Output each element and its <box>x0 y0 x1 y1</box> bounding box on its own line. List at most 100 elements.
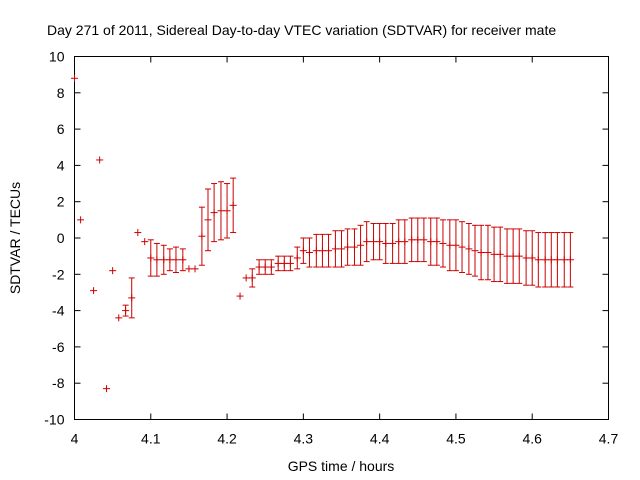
data-point <box>179 248 187 272</box>
y-tick-label: 4 <box>57 157 65 173</box>
data-point <box>541 232 549 288</box>
data-point <box>261 259 269 275</box>
data-point <box>122 304 130 317</box>
data-point <box>389 222 397 264</box>
data-point <box>128 277 136 319</box>
data-series <box>71 74 574 393</box>
data-point <box>312 233 320 268</box>
data-point <box>471 224 479 277</box>
y-tick-label: 6 <box>57 121 65 137</box>
data-point <box>198 206 206 266</box>
data-point <box>477 224 485 281</box>
data-point <box>305 237 313 268</box>
data-point <box>286 255 294 272</box>
x-tick-label: 4.1 <box>141 431 161 447</box>
data-point <box>376 222 384 261</box>
data-point <box>299 237 307 264</box>
data-point <box>331 230 339 268</box>
x-tick-label: 4 <box>71 431 79 447</box>
y-axis-label: SDTVAR / TECUs <box>7 182 23 294</box>
x-tick-label: 4.2 <box>217 431 237 447</box>
data-point <box>166 248 174 272</box>
data-point <box>325 233 333 268</box>
data-point <box>420 217 428 263</box>
data-point <box>274 255 282 272</box>
data-point <box>236 292 244 300</box>
plot-frame <box>74 56 609 420</box>
x-tick-label: 4.5 <box>446 431 466 447</box>
data-point <box>344 228 352 266</box>
data-point <box>401 219 409 264</box>
data-point <box>484 224 492 281</box>
data-point <box>115 314 123 322</box>
data-point <box>350 228 358 266</box>
data-point <box>293 246 301 270</box>
data-point <box>560 232 568 288</box>
data-point <box>229 177 237 234</box>
data-point <box>267 259 275 275</box>
x-tick-label: 4.4 <box>370 431 390 447</box>
x-tick-label: 4.7 <box>599 431 619 447</box>
data-point <box>191 265 199 273</box>
chart-title: Day 271 of 2011, Sidereal Day-to-day VTE… <box>47 22 556 38</box>
data-point <box>153 242 161 277</box>
y-tick-label: 2 <box>57 194 65 210</box>
data-point <box>147 239 155 277</box>
data-point <box>566 232 574 288</box>
x-axis-label: GPS time / hours <box>288 458 395 474</box>
data-point <box>382 222 390 264</box>
data-point <box>185 265 193 273</box>
data-point <box>172 246 180 273</box>
data-point <box>458 221 466 273</box>
data-point <box>408 217 416 263</box>
y-tick-label: 0 <box>57 230 65 246</box>
data-point <box>534 232 542 288</box>
data-point <box>490 226 498 283</box>
data-point <box>280 255 288 272</box>
data-point <box>248 268 256 288</box>
data-point <box>465 222 473 275</box>
data-point <box>217 181 225 241</box>
data-point <box>522 230 530 286</box>
data-point <box>204 188 212 252</box>
data-point <box>223 183 231 239</box>
y-tick-label: 10 <box>49 49 65 65</box>
y-tick-label: -2 <box>52 266 65 282</box>
x-axis: 4 4.1 4.2 4.3 4.4 4.5 4.6 4.7 <box>71 56 619 447</box>
data-point <box>160 244 168 275</box>
data-point <box>452 219 460 272</box>
data-point <box>395 219 403 264</box>
data-point <box>109 267 117 275</box>
data-point <box>509 228 517 284</box>
y-tick-label: -8 <box>52 375 65 391</box>
data-point <box>210 183 218 243</box>
y-tick-label: -6 <box>52 339 65 355</box>
data-point <box>553 232 561 288</box>
data-point <box>141 238 149 246</box>
y-tick-label: -4 <box>52 303 65 319</box>
data-point <box>77 216 85 224</box>
data-point <box>446 219 454 272</box>
data-point <box>318 233 326 268</box>
data-point <box>427 217 435 266</box>
y-tick-label: 8 <box>57 85 65 101</box>
data-point <box>96 156 104 164</box>
data-point <box>496 226 504 283</box>
data-point <box>134 229 142 237</box>
data-point <box>71 74 78 82</box>
data-point <box>242 274 250 282</box>
data-point <box>370 222 378 261</box>
data-point <box>255 259 263 275</box>
data-point <box>439 219 447 268</box>
data-point <box>528 230 536 286</box>
y-axis: 10 8 6 4 2 0 -2 -4 -6 -8 -10 <box>44 49 609 428</box>
data-point <box>547 232 555 288</box>
x-tick-label: 4.6 <box>522 431 542 447</box>
data-point <box>515 228 523 284</box>
data-point <box>103 385 111 393</box>
data-point <box>414 217 422 263</box>
data-point <box>90 287 98 295</box>
data-point <box>338 230 345 268</box>
data-point <box>503 228 511 284</box>
